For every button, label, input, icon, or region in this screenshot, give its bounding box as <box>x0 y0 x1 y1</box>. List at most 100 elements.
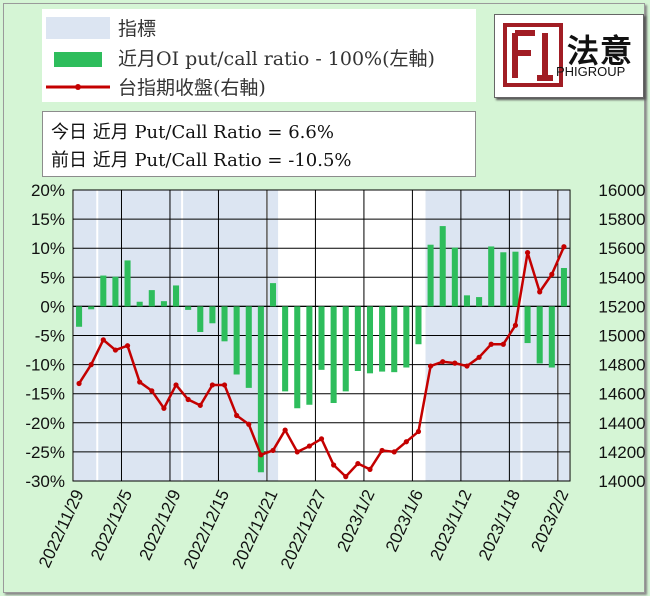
bar <box>439 226 446 307</box>
bar <box>536 306 543 364</box>
bar <box>342 306 349 392</box>
y-left-tick-label: -30% <box>25 472 65 491</box>
y-right-tick-label: 15000 <box>598 327 645 346</box>
bar <box>209 306 216 324</box>
y-right-tick-label: 15400 <box>598 268 645 287</box>
line-point <box>76 380 82 387</box>
bar <box>124 260 131 307</box>
line-point <box>355 460 361 467</box>
y-right-tick-label: 14200 <box>598 443 645 462</box>
y-left-tick-label: -20% <box>25 414 65 433</box>
y-right-tick-label: 15200 <box>598 297 645 316</box>
info-box: 今日 近月 Put/Call Ratio = 6.6% 前日 近月 Put/Ca… <box>42 111 476 177</box>
x-tick-label: 2022/12/9 <box>135 487 184 564</box>
legend-swatch-bar-icon <box>54 52 102 67</box>
x-tick-label: 2022/12/15 <box>180 487 233 572</box>
bar <box>269 283 277 307</box>
bar <box>148 290 155 307</box>
line-point <box>100 337 106 343</box>
bar <box>560 267 567 307</box>
bar <box>306 306 313 405</box>
FI-logo-icon <box>503 23 563 87</box>
line-point <box>415 428 422 435</box>
legend-label: 指標 <box>118 18 157 40</box>
bar <box>391 306 398 373</box>
line-point <box>427 363 434 369</box>
line-point <box>209 382 216 388</box>
line-point <box>500 341 506 347</box>
bar <box>488 246 495 307</box>
y-left-tick-label: -15% <box>25 385 65 404</box>
y-left-tick-label: 15% <box>31 210 65 229</box>
legend-swatch-line-icon <box>46 84 110 90</box>
y-left-tick-label: 0% <box>40 297 65 316</box>
line-point <box>549 271 555 277</box>
line-point <box>343 474 349 480</box>
bar <box>136 301 143 307</box>
line-point <box>270 447 276 454</box>
bar <box>245 306 252 388</box>
bar <box>282 306 289 392</box>
logo: 法意 PHIGROUP <box>494 14 644 98</box>
x-tick-label: 2023/1/18 <box>475 487 524 564</box>
line-point <box>161 405 167 411</box>
today-ratio: 今日 近月 Put/Call Ratio = 6.6% <box>51 122 334 143</box>
bar <box>257 306 264 473</box>
bar <box>100 275 107 307</box>
bar <box>76 306 83 327</box>
y-left-tick-label: -5% <box>35 327 65 346</box>
bar <box>524 306 531 344</box>
plot-border <box>72 189 571 482</box>
bar <box>112 276 119 307</box>
line-point <box>403 439 409 445</box>
y-left-tick-label: -10% <box>25 356 65 375</box>
x-tick-label: 2022/12/21 <box>228 487 281 572</box>
x-tick-label: 2023/1/12 <box>426 487 475 564</box>
bar <box>512 251 519 307</box>
previous-ratio: 前日 近月 Put/Call Ratio = -10.5% <box>51 150 352 171</box>
line-point <box>476 354 482 360</box>
bar <box>427 244 434 307</box>
line-point <box>173 382 179 388</box>
logo-english-text: PHIGROUP <box>556 64 626 79</box>
bar <box>415 306 422 345</box>
bar <box>173 285 180 307</box>
line-point <box>464 363 470 369</box>
bar <box>354 306 361 372</box>
line-point <box>452 360 458 366</box>
bar <box>160 301 167 307</box>
bar <box>318 306 325 370</box>
bar <box>221 306 228 342</box>
x-tick-label: 2022/11/29 <box>35 487 88 571</box>
y-right-tick-label: 15800 <box>598 210 645 229</box>
line-point <box>258 452 264 458</box>
line-point <box>537 289 543 295</box>
legend-swatch-box-icon <box>46 17 110 39</box>
bar <box>88 306 95 310</box>
line-point <box>112 347 119 353</box>
y-right-tick-label: 16000 <box>598 181 645 200</box>
bar <box>233 306 240 375</box>
line-point <box>197 402 203 408</box>
bar <box>476 297 483 307</box>
y-left-tick-label: 10% <box>31 239 65 258</box>
y-right-tick-label: 14000 <box>598 472 645 491</box>
line-point <box>318 436 325 442</box>
legend-item-indicator: 指標 <box>42 13 476 43</box>
line-point <box>440 359 446 365</box>
x-tick-label: 2022/12/27 <box>277 487 330 572</box>
line-point <box>512 322 519 328</box>
y-right-tick-label: 14600 <box>598 385 645 404</box>
y-right-tick-label: 14800 <box>598 356 645 375</box>
legend-item-putcall: 近月OI put/call ratio - 100%(左軸) <box>42 43 476 73</box>
bar <box>197 306 204 333</box>
line-point <box>379 447 385 454</box>
line-point <box>331 462 337 468</box>
line-point <box>488 341 494 347</box>
line-point <box>149 388 155 394</box>
line-point <box>294 449 300 455</box>
bar <box>330 306 337 404</box>
line-point <box>185 396 191 403</box>
line-point <box>137 379 143 385</box>
legend-label: 近月OI put/call ratio - 100%(左軸) <box>118 48 435 70</box>
